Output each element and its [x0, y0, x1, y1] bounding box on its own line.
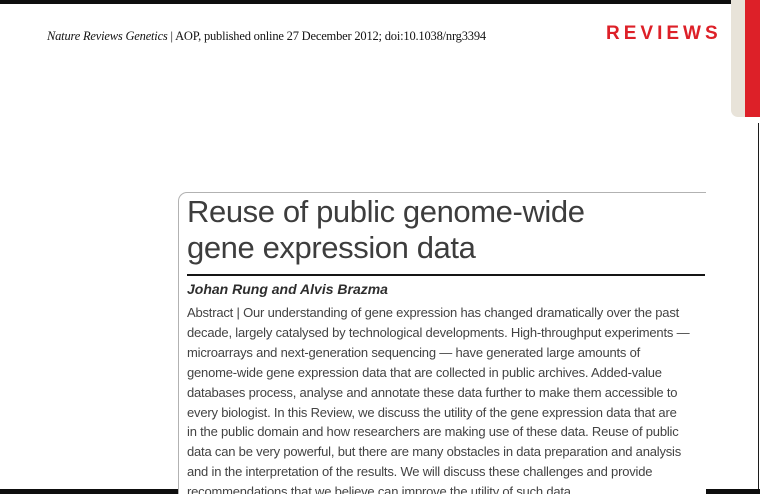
- abstract-paragraph: Abstract | Our understanding of gene exp…: [187, 305, 690, 494]
- article-title: Reuse of public genome-wide gene express…: [187, 194, 585, 265]
- section-label-reviews: REVIEWS: [606, 23, 722, 44]
- top-page-rule: [0, 0, 731, 4]
- authors-byline: Johan Rung and Alvis Brazma: [187, 281, 388, 297]
- journal-name: Nature Reviews Genetics: [47, 29, 168, 43]
- article-content-box: [178, 192, 706, 494]
- corner-tab-beige-strip: [731, 0, 745, 117]
- citation-info: | AOP, published online 27 December 2012…: [167, 29, 487, 43]
- right-edge-rule: [757, 123, 760, 494]
- corner-tab-red-strip: [745, 0, 760, 117]
- citation-header: Nature Reviews Genetics | AOP, published…: [47, 29, 486, 44]
- title-divider-rule: [187, 274, 705, 276]
